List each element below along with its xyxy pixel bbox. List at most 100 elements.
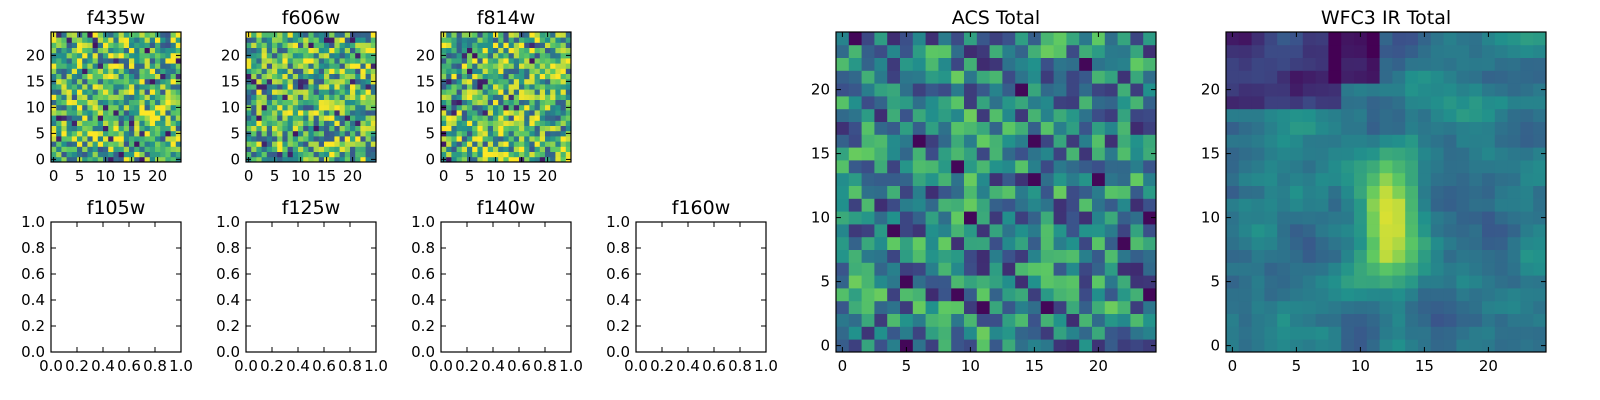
heatmap-cell xyxy=(1379,96,1393,110)
heatmap-cell xyxy=(534,120,541,126)
heatmap-cell xyxy=(1264,288,1278,302)
heatmap-cell xyxy=(1040,211,1054,225)
heatmap-cell xyxy=(292,136,299,142)
heatmap-cell xyxy=(360,84,366,90)
heatmap-cell xyxy=(92,156,99,163)
heatmap-cell xyxy=(519,47,525,54)
heatmap-cell xyxy=(1418,83,1432,97)
heatmap-cell xyxy=(1533,70,1547,84)
heatmap-cell xyxy=(887,147,901,161)
heatmap-cell xyxy=(313,99,320,106)
heatmap-cell xyxy=(1430,147,1444,161)
heatmap-cell xyxy=(1494,147,1508,161)
heatmap-cell xyxy=(951,275,965,289)
heatmap-cell xyxy=(103,146,109,152)
heatmap-cell xyxy=(1443,32,1457,46)
heatmap-cell xyxy=(1328,288,1342,302)
heatmap-cell xyxy=(61,104,67,111)
heatmap-cell xyxy=(467,141,473,147)
heatmap-cell xyxy=(303,110,309,116)
heatmap-cell xyxy=(482,94,489,100)
heatmap-cell xyxy=(1315,160,1329,174)
heatmap-cell xyxy=(1053,108,1067,122)
heatmap-cell xyxy=(287,146,294,152)
heatmap-cell xyxy=(451,104,457,111)
y-tick-label: 0.6 xyxy=(411,265,435,283)
heatmap-cell xyxy=(344,73,351,80)
heatmap-cell xyxy=(1053,121,1067,135)
heatmap-cell xyxy=(1366,70,1380,84)
heatmap-cell xyxy=(160,156,166,163)
heatmap-cell xyxy=(550,89,556,95)
heatmap-cell xyxy=(498,78,504,85)
heatmap-cell xyxy=(925,185,939,199)
heatmap-cell xyxy=(1315,211,1329,225)
heatmap-cell xyxy=(134,151,140,158)
heatmap-cell xyxy=(1341,236,1355,250)
heatmap-cell xyxy=(1079,185,1093,199)
heatmap-cell xyxy=(477,37,483,43)
heatmap-cell xyxy=(339,120,346,126)
heatmap-cell xyxy=(324,63,330,69)
heatmap-cell xyxy=(308,37,314,43)
heatmap-cell xyxy=(874,32,888,46)
heatmap-cell xyxy=(1328,249,1342,263)
heatmap-cell xyxy=(456,42,463,48)
heatmap-cell xyxy=(1264,262,1278,276)
heatmap-cell xyxy=(149,99,156,106)
heatmap-cell xyxy=(1117,134,1131,148)
heatmap-cell xyxy=(1053,262,1067,276)
heatmap-cell xyxy=(1290,262,1304,276)
heatmap-cell xyxy=(1392,32,1406,46)
heatmap-cell xyxy=(1002,44,1016,58)
heatmap-cell xyxy=(61,156,67,163)
heatmap-cell xyxy=(467,99,473,106)
heatmap-cell xyxy=(334,136,340,142)
heatmap-cell xyxy=(175,120,182,126)
heatmap-cell xyxy=(1341,172,1355,186)
heatmap-cell xyxy=(508,84,515,90)
heatmap-cell xyxy=(861,288,875,302)
heatmap-cell xyxy=(1341,57,1355,71)
heatmap-cell xyxy=(282,63,288,69)
heatmap-cell xyxy=(861,313,875,327)
heatmap-cell xyxy=(1405,288,1419,302)
heatmap-cell xyxy=(113,136,119,142)
heatmap-cell xyxy=(1079,134,1093,148)
heatmap-cell xyxy=(160,42,166,48)
heatmap-cell xyxy=(261,141,268,147)
heatmap-cell xyxy=(1533,134,1547,148)
heatmap-cell xyxy=(344,63,351,69)
heatmap-cell xyxy=(1053,198,1067,212)
heatmap-cell xyxy=(370,94,377,100)
x-tick-label: 0.8 xyxy=(143,357,167,375)
heatmap-cell xyxy=(144,37,151,43)
heatmap-cell xyxy=(482,156,489,163)
heatmap-cell xyxy=(446,115,452,121)
heatmap-cell xyxy=(251,73,257,80)
heatmap-cell xyxy=(1238,96,1252,110)
heatmap-cell xyxy=(272,52,278,59)
heatmap-cell xyxy=(118,32,125,38)
heatmap-cell xyxy=(1104,121,1118,135)
heatmap-cell xyxy=(1456,211,1470,225)
heatmap-cell xyxy=(1494,300,1508,314)
heatmap-cell xyxy=(313,141,320,147)
heatmap-cell xyxy=(129,130,135,137)
heatmap-cell xyxy=(160,146,166,152)
heatmap-cell xyxy=(441,151,447,158)
heatmap-cell xyxy=(912,32,926,46)
heatmap-cell xyxy=(513,52,520,59)
heatmap-cell xyxy=(446,68,452,74)
heatmap-cell xyxy=(482,84,489,90)
heatmap-cell xyxy=(887,108,901,122)
heatmap-cell xyxy=(1079,83,1093,97)
heatmap-cell xyxy=(1002,326,1016,340)
heatmap-cell xyxy=(1277,224,1291,238)
heatmap-cell xyxy=(61,73,67,80)
heatmap-cell xyxy=(56,78,62,85)
heatmap-cell xyxy=(482,120,489,126)
y-tick-label: 0 xyxy=(1210,337,1220,355)
heatmap-cell xyxy=(1264,300,1278,314)
